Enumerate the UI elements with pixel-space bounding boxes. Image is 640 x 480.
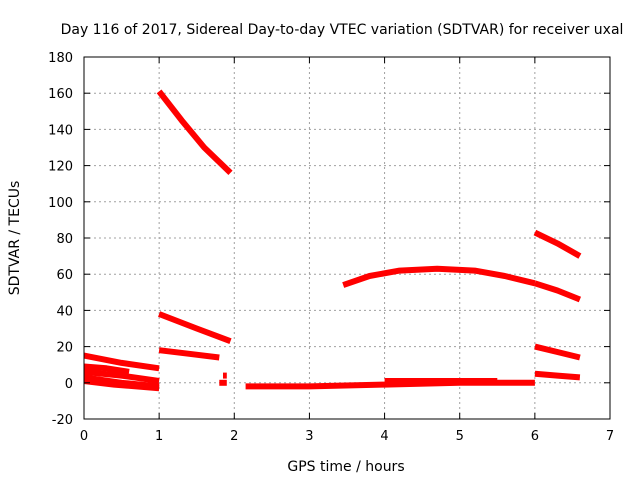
y-tick-label: 180 xyxy=(48,51,73,66)
x-tick-label: 5 xyxy=(456,429,464,444)
series-line-s6 xyxy=(156,89,233,175)
series-line-s17 xyxy=(534,370,581,381)
series-line-s15 xyxy=(533,280,582,303)
y-tick-label: 120 xyxy=(48,160,73,175)
series-line-s7 xyxy=(158,311,232,345)
series-line-s3 xyxy=(83,368,160,384)
x-tick-label: 1 xyxy=(155,429,163,444)
tick-layer: 0 1 2 3 4 5 6 7 -20 0 20 40 60 80 100 120 140 160 180 xyxy=(48,51,614,444)
series-line-s16 xyxy=(534,343,581,361)
series-line-s14 xyxy=(533,229,582,259)
series-line-s2 xyxy=(83,363,130,375)
x-axis-label: GPS time / hours xyxy=(287,459,404,475)
grid-layer xyxy=(84,57,610,419)
x-tick-label: 2 xyxy=(230,429,238,444)
y-tick-label: 40 xyxy=(56,304,73,319)
y-tick-label: 80 xyxy=(56,232,73,247)
y-tick-label: 100 xyxy=(48,196,73,211)
series-line-s8 xyxy=(158,347,220,361)
plot-frame xyxy=(83,56,611,420)
chart-title: Day 116 of 2017, Sidereal Day-to-day VTE… xyxy=(61,22,624,38)
y-tick-label: 0 xyxy=(65,377,73,392)
x-tick-label: 0 xyxy=(80,429,88,444)
y-tick-label: 140 xyxy=(48,123,73,138)
series-line-s13 xyxy=(342,265,536,288)
series-layer xyxy=(83,89,582,392)
y-tick-label: -20 xyxy=(52,413,73,428)
series-line-s1 xyxy=(83,352,160,372)
x-tick-label: 4 xyxy=(380,429,388,444)
series-line-s5 xyxy=(83,378,160,392)
x-tick-label: 7 xyxy=(606,429,614,444)
y-tick-label: 20 xyxy=(56,341,73,356)
y-axis-label: SDTVAR / TECUs xyxy=(7,181,23,296)
y-tick-label: 160 xyxy=(48,87,73,102)
x-tick-label: 6 xyxy=(531,429,539,444)
x-tick-label: 3 xyxy=(305,429,313,444)
y-tick-label: 60 xyxy=(56,268,73,283)
